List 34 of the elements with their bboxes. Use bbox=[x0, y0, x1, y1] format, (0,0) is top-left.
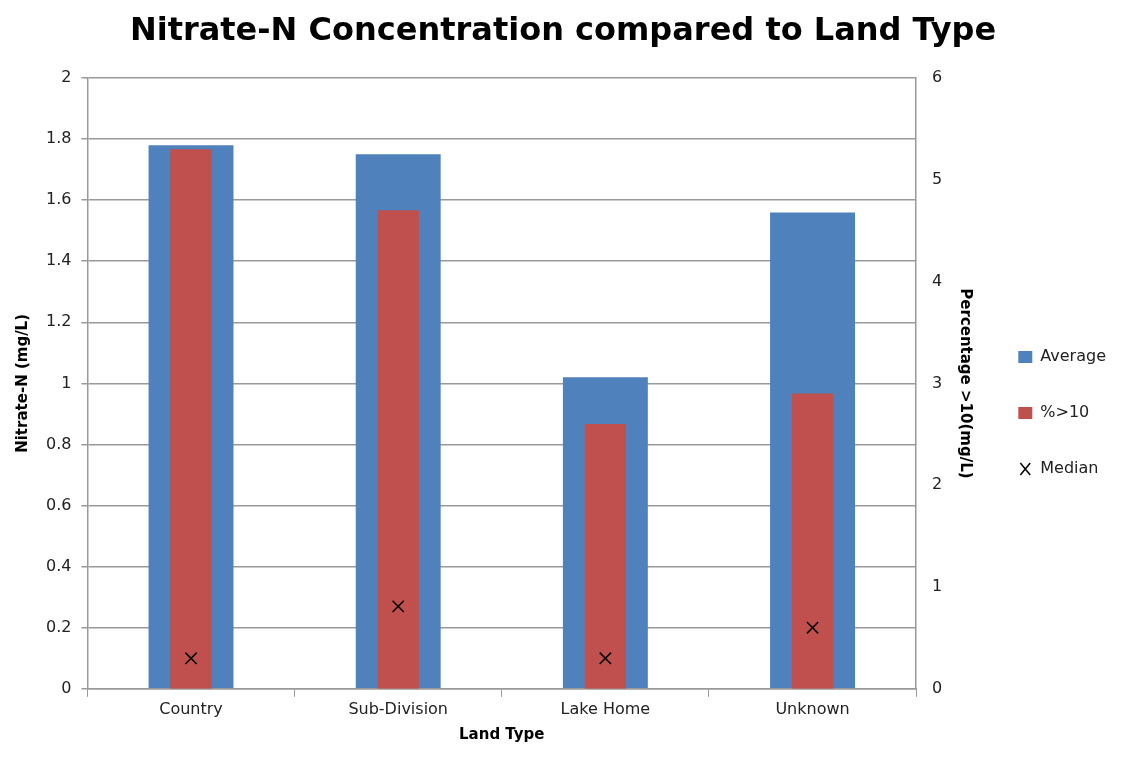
x-tick-label: Country bbox=[159, 698, 223, 718]
y2-tick-label: 1 bbox=[932, 576, 943, 596]
y-tick-label: 0.6 bbox=[45, 494, 72, 514]
point bbox=[391, 599, 405, 613]
y-axis-title: Nitrate-N (mg/L) bbox=[12, 313, 31, 453]
legend-label: %>10 bbox=[1040, 402, 1090, 422]
y2-tick-label: 5 bbox=[932, 168, 943, 188]
y-tick-label: 1.8 bbox=[45, 128, 72, 148]
y2-tick-label: 6 bbox=[932, 67, 943, 87]
legend-label: Average bbox=[1040, 346, 1106, 366]
point bbox=[184, 651, 198, 665]
x-tick-label: Lake Home bbox=[560, 698, 651, 718]
y-tick-label: 1.2 bbox=[45, 311, 72, 331]
point bbox=[806, 621, 819, 635]
chart-title: Nitrate-N Concentration compared to Land Type bbox=[128, 10, 998, 50]
x-tick-label: Sub-Division bbox=[348, 698, 449, 718]
x-tick-label: Unknown bbox=[775, 698, 850, 718]
y-tick-label: 1 bbox=[61, 372, 72, 392]
y-tick-label: 0 bbox=[61, 677, 72, 697]
y-tick-label: 0.4 bbox=[45, 555, 72, 575]
y-tick-label: 2 bbox=[61, 67, 72, 87]
y2-tick-label: 3 bbox=[932, 372, 943, 392]
point bbox=[598, 651, 612, 665]
y2-tick-label: 0 bbox=[932, 677, 943, 697]
bar bbox=[791, 393, 834, 689]
y2-axis-title: Percentage >10(mg/L) bbox=[957, 288, 976, 479]
x-axis-title: Land Type bbox=[459, 724, 545, 743]
legend-label: Median bbox=[1040, 458, 1099, 478]
y-tick-label: 1.4 bbox=[45, 250, 72, 270]
y-tick-label: 0.2 bbox=[45, 616, 72, 636]
y2-tick-label: 4 bbox=[932, 270, 943, 290]
y2-tick-label: 2 bbox=[932, 474, 943, 494]
y-tick-label: 0.8 bbox=[45, 433, 72, 453]
y-tick-label: 1.6 bbox=[45, 189, 72, 209]
